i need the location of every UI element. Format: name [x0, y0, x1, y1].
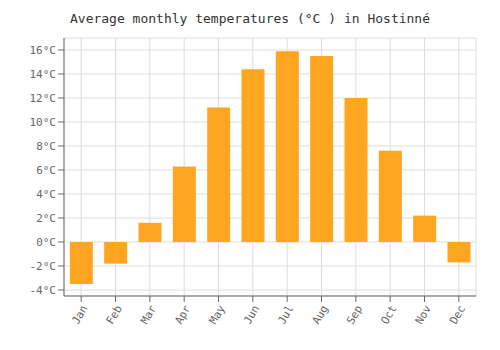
svg-text:0°C: 0°C [36, 236, 56, 249]
svg-text:14°C: 14°C [30, 68, 57, 81]
svg-text:Feb: Feb [104, 303, 125, 327]
svg-text:16°C: 16°C [30, 44, 57, 57]
svg-text:Aug: Aug [310, 303, 331, 327]
svg-text:-2°C: -2°C [30, 260, 57, 273]
svg-text:-4°C: -4°C [30, 284, 57, 297]
svg-text:Jul: Jul [275, 303, 296, 327]
svg-text:Oct: Oct [378, 303, 399, 327]
svg-text:Nov: Nov [413, 303, 434, 327]
svg-text:8°C: 8°C [36, 140, 56, 153]
svg-text:Sep: Sep [344, 303, 365, 327]
svg-text:4°C: 4°C [36, 188, 56, 201]
svg-text:Jun: Jun [241, 303, 262, 327]
svg-text:Mar: Mar [138, 303, 159, 327]
svg-text:12°C: 12°C [30, 92, 57, 105]
svg-text:10°C: 10°C [30, 116, 57, 129]
svg-text:Jan: Jan [69, 303, 90, 327]
svg-text:2°C: 2°C [36, 212, 56, 225]
html-text:Average monthly temperatures (: Average monthly temperatures (°C ) in Ho… [70, 11, 430, 26]
svg-text:May: May [207, 303, 228, 327]
svg-text:Apr: Apr [172, 303, 193, 327]
svg-text:6°C: 6°C [36, 164, 56, 177]
svg-text:Dec: Dec [447, 303, 468, 327]
